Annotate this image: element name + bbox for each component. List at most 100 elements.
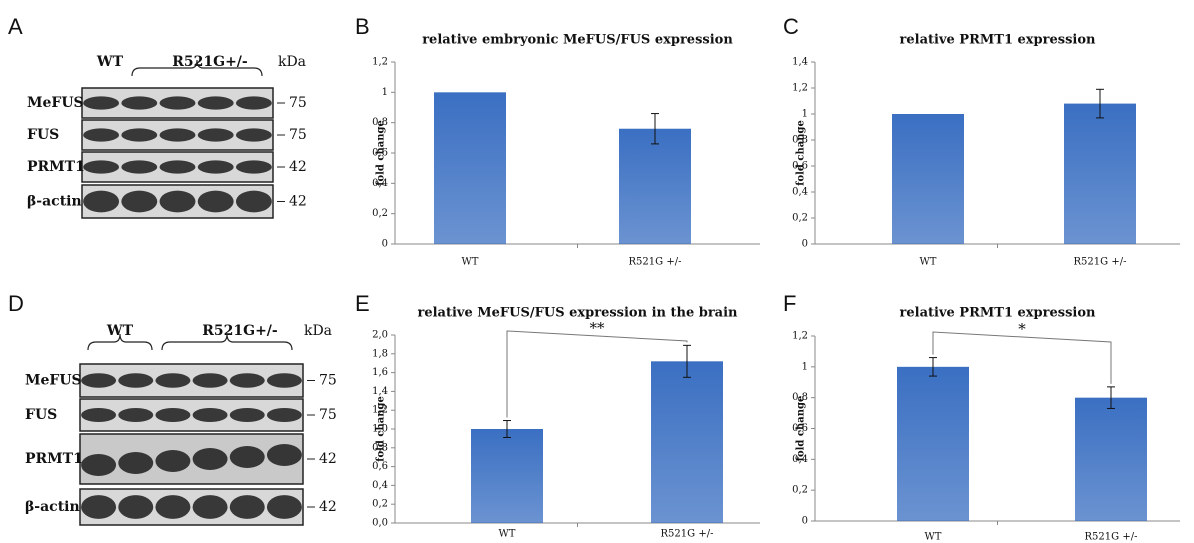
panel-letter: E xyxy=(355,291,370,316)
group-label: WT xyxy=(96,54,124,70)
band xyxy=(160,128,196,141)
panel-letter: F xyxy=(783,291,796,316)
x-tick-label: WT xyxy=(925,532,942,543)
band xyxy=(193,495,228,519)
band xyxy=(198,191,234,213)
band xyxy=(118,452,153,474)
band xyxy=(198,96,234,109)
y-tick-label: 0,6 xyxy=(372,461,388,472)
significance-label: ** xyxy=(590,319,606,337)
band xyxy=(81,373,116,388)
y-tick-label: 0,8 xyxy=(792,135,808,146)
band xyxy=(267,495,302,519)
x-tick-label: WT xyxy=(499,529,516,540)
band xyxy=(118,408,153,422)
row-label: FUS xyxy=(25,407,57,423)
band xyxy=(83,96,119,109)
y-tick-label: 0,4 xyxy=(372,480,388,491)
y-tick-label: 2,0 xyxy=(372,330,388,341)
panel-letter: B xyxy=(355,14,370,39)
y-tick-label: 0,0 xyxy=(372,518,388,529)
band xyxy=(155,408,190,422)
y-tick-label: 1,2 xyxy=(792,83,808,94)
x-tick-label: R521G +/- xyxy=(661,529,714,540)
bar xyxy=(892,114,964,244)
band xyxy=(83,160,119,173)
unit-label: kDa xyxy=(278,54,306,70)
x-tick-label: R521G +/- xyxy=(1074,257,1127,268)
y-tick-label: 0,2 xyxy=(372,499,388,510)
panel-letter: C xyxy=(783,14,799,39)
band xyxy=(230,408,265,422)
x-tick-label: R521G +/- xyxy=(1085,532,1138,543)
kda-label: 42 xyxy=(319,451,337,467)
band xyxy=(121,128,157,141)
bar xyxy=(651,361,723,523)
row-label: FUS xyxy=(27,127,59,143)
y-tick-label: 0,4 xyxy=(792,454,808,465)
band xyxy=(81,408,116,422)
group-label: R521G+/- xyxy=(202,323,278,339)
x-tick-label: R521G +/- xyxy=(629,257,682,268)
band xyxy=(155,450,190,472)
kda-label: 42 xyxy=(319,499,337,515)
band xyxy=(160,191,196,213)
y-tick-label: 0,6 xyxy=(372,148,388,159)
band xyxy=(83,191,119,213)
row-label: PRMT1 xyxy=(27,159,85,175)
band xyxy=(198,128,234,141)
chart-title: relative PRMT1 expression xyxy=(900,33,1096,48)
y-tick-label: 0 xyxy=(802,239,808,250)
band xyxy=(121,160,157,173)
chart-title: relative MeFUS/FUS expression in the bra… xyxy=(418,306,739,321)
band xyxy=(155,373,190,388)
y-tick-label: 0,2 xyxy=(372,208,388,219)
band xyxy=(236,96,272,109)
x-tick-label: WT xyxy=(462,257,479,268)
x-tick-label: WT xyxy=(920,257,937,268)
bar xyxy=(471,429,543,523)
kda-label: 42 xyxy=(289,159,307,175)
band xyxy=(230,495,265,519)
band xyxy=(236,128,272,141)
band xyxy=(230,446,265,468)
y-tick-label: 0,8 xyxy=(792,392,808,403)
y-tick-label: 0,8 xyxy=(372,442,388,453)
unit-label: kDa xyxy=(304,323,332,339)
band xyxy=(267,444,302,466)
y-tick-label: 1,0 xyxy=(372,424,388,435)
y-tick-label: 1,6 xyxy=(372,367,388,378)
band xyxy=(267,408,302,422)
y-tick-label: 0,4 xyxy=(372,178,388,189)
bar xyxy=(1075,398,1147,521)
row-label: PRMT1 xyxy=(25,451,83,467)
row-label: β-actin xyxy=(25,499,80,515)
y-tick-label: 0,2 xyxy=(792,485,808,496)
chart-title: relative PRMT1 expression xyxy=(900,306,1096,321)
kda-label: 75 xyxy=(319,407,337,423)
band xyxy=(155,495,190,519)
y-tick-label: 1,2 xyxy=(372,57,388,68)
kda-label: 75 xyxy=(319,373,337,389)
y-tick-label: 1,2 xyxy=(792,331,808,342)
y-tick-label: 0,8 xyxy=(372,117,388,128)
band xyxy=(193,373,228,388)
bar xyxy=(619,129,691,244)
band xyxy=(193,408,228,422)
row-label: MeFUS xyxy=(25,373,82,389)
y-tick-label: 1 xyxy=(802,361,808,372)
y-tick-label: 0,2 xyxy=(792,213,808,224)
band xyxy=(193,448,228,470)
figure: AWTR521G+/-kDaMeFUS75FUS75PRMT142β-actin… xyxy=(0,0,1194,543)
row-label: MeFUS xyxy=(27,95,84,111)
significance-label: * xyxy=(1018,320,1026,338)
bar xyxy=(434,92,506,244)
y-tick-label: 1,4 xyxy=(372,386,388,397)
band xyxy=(236,191,272,213)
kda-label: 75 xyxy=(289,95,307,111)
band xyxy=(160,160,196,173)
y-tick-label: 0 xyxy=(802,516,808,527)
y-tick-label: 1,4 xyxy=(792,57,808,68)
y-tick-label: 1 xyxy=(802,109,808,120)
band xyxy=(81,495,116,519)
